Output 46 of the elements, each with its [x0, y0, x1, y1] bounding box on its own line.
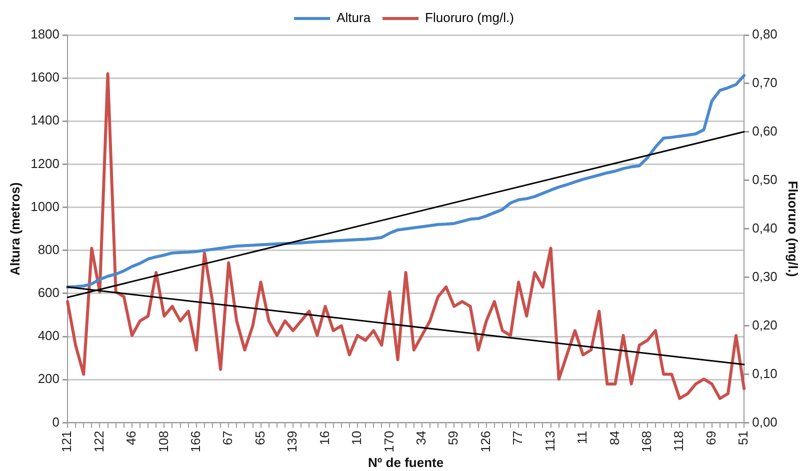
x-tick-label: 11 [574, 430, 590, 444]
x-tick-label: 16 [316, 430, 332, 446]
y-tick-label: 800 [38, 242, 60, 257]
x-axis-title: Nº de fuente [368, 454, 444, 470]
y2-tick-label: 0,30 [752, 268, 778, 284]
y2-tick-label: 0,50 [752, 172, 778, 187]
x-tick-label: 118 [671, 430, 686, 452]
y2-tick-label: 0,10 [752, 366, 778, 381]
x-tick-label: 84 [606, 430, 622, 446]
y-tick-label: 1000 [30, 198, 60, 214]
y2-axis-title: Fluoruro (mg/l.) [786, 180, 801, 277]
x-tick-label: 59 [446, 430, 461, 446]
y2-tick-label: 0,00 [752, 414, 778, 430]
x-tick-label: 139 [284, 430, 300, 452]
x-tick-label: 77 [510, 430, 526, 446]
x-tick-label: 34 [413, 430, 428, 446]
x-tick-label: 122 [91, 430, 106, 452]
y2-tick-label: 0,70 [752, 75, 778, 90]
x-tick-label: 168 [639, 430, 654, 452]
x-tick-label: 46 [124, 430, 139, 446]
x-tick-label: 108 [156, 430, 171, 452]
y-tick-label: 1200 [30, 156, 60, 171]
y-tick-label: 400 [38, 328, 60, 344]
y2-tick-label: 0,20 [752, 317, 778, 332]
x-tick-label: 170 [381, 430, 396, 452]
x-tick-label: 126 [478, 430, 493, 452]
y-tick-label: 1600 [30, 70, 60, 85]
x-tick-label: 121 [59, 430, 74, 452]
y-axis-title: Altura (metros) [7, 182, 22, 276]
x-tick-label: 51 [736, 430, 751, 446]
y2-tick-label: 0,40 [752, 220, 778, 236]
y-tick-label: 1800 [30, 26, 60, 42]
x-tick-label: 113 [542, 430, 558, 452]
y-tick-label: 0 [52, 414, 60, 430]
x-tick-label: 65 [252, 430, 268, 446]
x-tick-label: 166 [188, 430, 203, 452]
y-tick-label: 600 [38, 285, 60, 300]
x-tick-label: 10 [349, 430, 364, 446]
x-tick-label: 67 [220, 430, 236, 446]
y2-tick-label: 0,80 [752, 26, 778, 42]
y-tick-label: 1400 [30, 112, 60, 128]
legend-label: Fluoruro (mg/l.) [425, 10, 514, 26]
y2-tick-label: 0,60 [752, 124, 778, 139]
x-tick-label: 69 [703, 430, 718, 446]
y-tick-label: 200 [38, 371, 60, 386]
legend-label: Altura [336, 10, 372, 26]
